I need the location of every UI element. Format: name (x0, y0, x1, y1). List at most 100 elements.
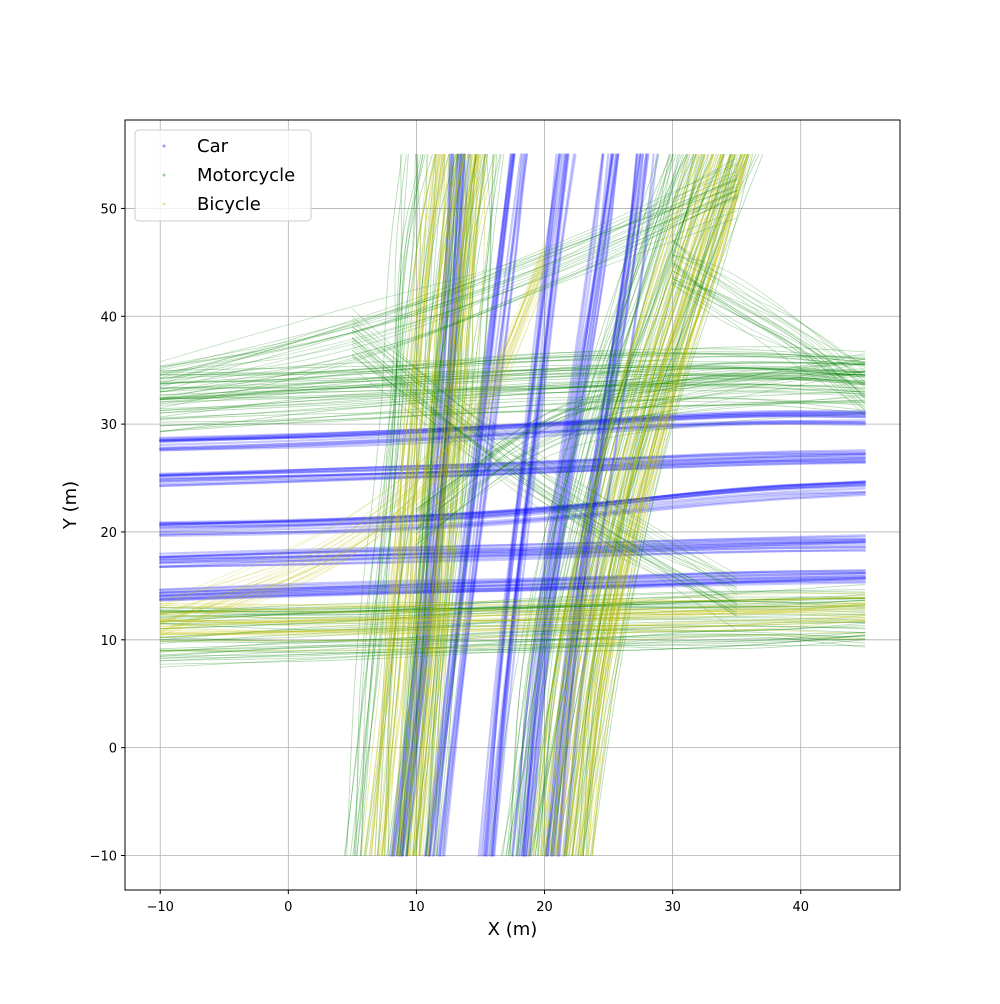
legend-label-bicycle: Bicycle (197, 194, 261, 215)
motorcycle-trajectory (566, 154, 748, 856)
car-trajectory (546, 153, 638, 857)
motorcycle-trajectory (396, 154, 463, 856)
motorcycle-trajectory (571, 154, 734, 856)
motorcycle-trajectory (365, 154, 428, 856)
motorcycle-trajectory (554, 154, 725, 856)
turning-trajectory (672, 240, 866, 382)
motorcycle-trajectory (352, 154, 409, 856)
bicycle-trajectory (544, 153, 717, 856)
turning-trajectory (159, 257, 545, 608)
motorcycle-trajectory (361, 154, 407, 856)
motorcycle-trajectory (520, 154, 691, 856)
motorcycle-trajectory (436, 154, 486, 856)
motorcycle-trajectory (159, 362, 866, 401)
bicycle-trajectory (414, 153, 482, 856)
motorcycle-trajectory (159, 355, 866, 376)
bicycle-trajectory (371, 153, 440, 856)
motorcycle-trajectory (159, 382, 866, 420)
turning-trajectory (352, 355, 738, 613)
turning-trajectory (672, 240, 866, 383)
car-trajectory (159, 420, 866, 449)
turning-trajectory (159, 178, 738, 383)
motorcycle-trajectory (581, 154, 760, 856)
bicycle-trajectory (395, 153, 463, 856)
car-trajectory (159, 483, 866, 528)
car-trajectory (159, 546, 866, 568)
motorcycle-trajectory (405, 154, 469, 856)
car-trajectory (159, 573, 866, 596)
motorcycle-trajectory (159, 387, 866, 411)
car-trajectory (526, 153, 615, 857)
turning-trajectory (672, 278, 866, 399)
bicycle-trajectory (391, 153, 466, 856)
car-trajectory (159, 490, 866, 534)
motorcycle-trajectory (381, 154, 456, 856)
motorcycle-trajectory (159, 625, 866, 644)
motorcycle-trajectory (159, 399, 866, 432)
car-trajectory (399, 153, 461, 857)
motorcycle-trajectory (384, 154, 457, 856)
bicycle-trajectory (159, 618, 866, 637)
bicycle-trajectory (555, 153, 714, 856)
motorcycle-trajectory (550, 154, 733, 856)
motorcycle-trajectory (571, 154, 732, 856)
turning-trajectory (416, 373, 866, 510)
car-trajectory (159, 411, 866, 442)
turning-trajectory (159, 246, 545, 616)
motorcycle-trajectory (159, 601, 866, 616)
motorcycle-trajectory (159, 599, 866, 629)
motorcycle-trajectory (374, 154, 436, 856)
motorcycle-trajectory (159, 368, 866, 385)
turning-trajectory (672, 283, 866, 410)
car-trajectory (428, 153, 514, 857)
bicycle-trajectory (587, 153, 752, 856)
motorcycle-trajectory (159, 617, 866, 642)
bicycle-trajectory (384, 153, 444, 856)
turning-trajectory (416, 358, 866, 529)
motorcycle-trajectory (424, 154, 494, 856)
motorcycle-trajectory (377, 154, 437, 856)
motorcycle-trajectory (159, 402, 866, 433)
motorcycle-trajectory (435, 154, 501, 856)
bicycle-trajectory (591, 153, 748, 856)
car-trajectory (431, 153, 516, 857)
turning-trajectory (352, 341, 738, 583)
bicycle-trajectory (563, 153, 724, 856)
bicycle-trajectory (570, 153, 732, 856)
motorcycle-trajectory (159, 632, 866, 657)
bicycle-trajectory (580, 153, 749, 856)
turning-trajectory (159, 249, 545, 614)
bicycle-trajectory (551, 153, 718, 856)
motorcycle-trajectory (159, 352, 866, 384)
car-trajectory (159, 575, 866, 597)
car-trajectory (556, 153, 650, 857)
motorcycle-trajectory (402, 154, 451, 856)
motorcycle-trajectory (509, 154, 660, 856)
car-trajectory (405, 153, 471, 857)
turning-trajectory (159, 187, 738, 376)
turning-trajectory (352, 316, 738, 579)
motorcycle-trajectory (159, 359, 866, 397)
motorcycle-trajectory (426, 154, 495, 856)
motorcycle-trajectory (406, 154, 470, 856)
motorcycle-trajectory (159, 621, 866, 644)
bicycle-trajectory (412, 153, 476, 856)
turning-trajectory (159, 176, 738, 367)
car-trajectory (395, 153, 460, 857)
turning-trajectory (352, 332, 738, 601)
motorcycle-trajectory (159, 362, 866, 400)
bicycle-trajectory (408, 153, 477, 856)
turning-trajectory (416, 396, 866, 546)
motorcycle-trajectory (159, 367, 866, 405)
motorcycle-trajectory (583, 154, 746, 856)
car-trajectory (490, 153, 568, 857)
motorcycle-trajectory (355, 154, 424, 856)
motorcycle-trajectory (543, 154, 725, 856)
car-trajectory (393, 153, 459, 857)
motorcycle-trajectory (159, 597, 866, 616)
turning-trajectory (159, 210, 738, 393)
bicycle-trajectory (586, 153, 744, 856)
motorcycle-trajectory (545, 154, 710, 856)
turning-trajectory (159, 174, 738, 362)
motorcycle-trajectory (159, 589, 866, 613)
